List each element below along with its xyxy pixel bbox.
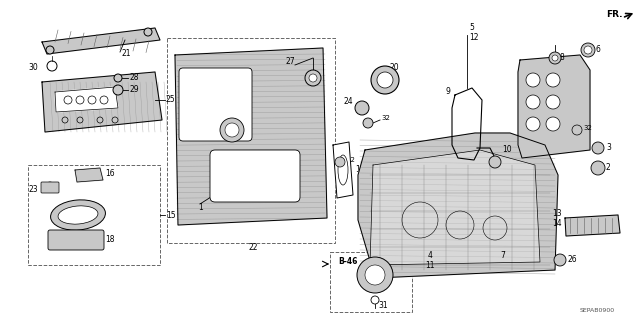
Circle shape (584, 46, 592, 54)
Text: 27: 27 (285, 57, 295, 66)
Text: 24: 24 (344, 98, 353, 107)
Circle shape (112, 117, 118, 123)
Circle shape (357, 257, 393, 293)
Circle shape (572, 125, 582, 135)
Text: 17: 17 (72, 220, 82, 229)
Circle shape (62, 117, 68, 123)
Text: 21: 21 (121, 48, 131, 57)
Circle shape (489, 156, 501, 168)
Circle shape (552, 55, 558, 61)
Bar (330, 252, 412, 312)
Text: 16: 16 (105, 168, 115, 177)
Text: 2: 2 (606, 164, 611, 173)
Polygon shape (42, 72, 162, 132)
Circle shape (546, 73, 560, 87)
Circle shape (46, 46, 54, 54)
Text: 23: 23 (28, 186, 38, 195)
Text: 19: 19 (355, 166, 365, 174)
Text: 26: 26 (567, 256, 577, 264)
Text: 11: 11 (425, 261, 435, 270)
Text: 30: 30 (28, 63, 38, 71)
Polygon shape (370, 150, 540, 265)
Text: 32: 32 (381, 115, 390, 121)
Text: 4: 4 (428, 250, 433, 259)
Circle shape (377, 72, 393, 88)
Polygon shape (75, 168, 103, 182)
Text: 7: 7 (500, 250, 505, 259)
Ellipse shape (58, 206, 98, 224)
Polygon shape (518, 55, 590, 158)
Text: 13: 13 (552, 209, 562, 218)
Circle shape (45, 182, 55, 192)
Circle shape (335, 157, 345, 167)
Text: 28: 28 (129, 72, 138, 81)
Circle shape (546, 117, 560, 131)
Circle shape (581, 43, 595, 57)
Circle shape (220, 118, 244, 142)
Polygon shape (333, 142, 353, 198)
Circle shape (526, 95, 540, 109)
Text: 20: 20 (390, 63, 399, 72)
Circle shape (305, 70, 321, 86)
Text: B-46: B-46 (338, 257, 357, 266)
Circle shape (225, 123, 239, 137)
FancyBboxPatch shape (41, 182, 59, 193)
Polygon shape (358, 133, 558, 278)
Text: 10: 10 (502, 145, 511, 154)
Circle shape (554, 254, 566, 266)
Text: 3: 3 (606, 144, 611, 152)
Text: 15: 15 (166, 211, 175, 219)
Bar (28, 165, 160, 265)
Text: 25: 25 (166, 95, 175, 105)
Text: 31: 31 (378, 300, 388, 309)
Polygon shape (175, 48, 327, 225)
Circle shape (546, 95, 560, 109)
Polygon shape (42, 28, 160, 54)
Circle shape (526, 73, 540, 87)
Text: 12: 12 (469, 33, 479, 42)
Text: 22: 22 (248, 243, 258, 253)
FancyBboxPatch shape (179, 68, 252, 141)
Circle shape (77, 117, 83, 123)
Text: SEPAB0900: SEPAB0900 (580, 308, 615, 313)
Text: 18: 18 (105, 235, 115, 244)
FancyBboxPatch shape (210, 150, 300, 202)
Text: 14: 14 (552, 219, 562, 227)
Circle shape (592, 142, 604, 154)
Circle shape (365, 265, 385, 285)
Text: 8: 8 (560, 54, 564, 63)
Circle shape (114, 74, 122, 82)
Circle shape (309, 74, 317, 82)
Circle shape (526, 117, 540, 131)
Circle shape (371, 66, 399, 94)
Circle shape (144, 28, 152, 36)
Text: 32: 32 (583, 125, 592, 131)
Circle shape (113, 85, 123, 95)
Text: 1: 1 (198, 203, 203, 211)
Bar (167, 38, 335, 243)
Text: 5: 5 (469, 24, 474, 33)
Circle shape (591, 161, 605, 175)
Text: 29: 29 (129, 85, 139, 94)
Circle shape (549, 52, 561, 64)
FancyBboxPatch shape (48, 230, 104, 250)
Text: 32: 32 (346, 157, 355, 163)
Polygon shape (565, 215, 620, 236)
Text: 9: 9 (445, 87, 450, 97)
Circle shape (363, 118, 373, 128)
Polygon shape (55, 87, 118, 112)
Ellipse shape (51, 200, 106, 230)
Circle shape (97, 117, 103, 123)
Circle shape (355, 101, 369, 115)
Text: 6: 6 (596, 46, 601, 55)
Text: FR.: FR. (607, 10, 623, 19)
